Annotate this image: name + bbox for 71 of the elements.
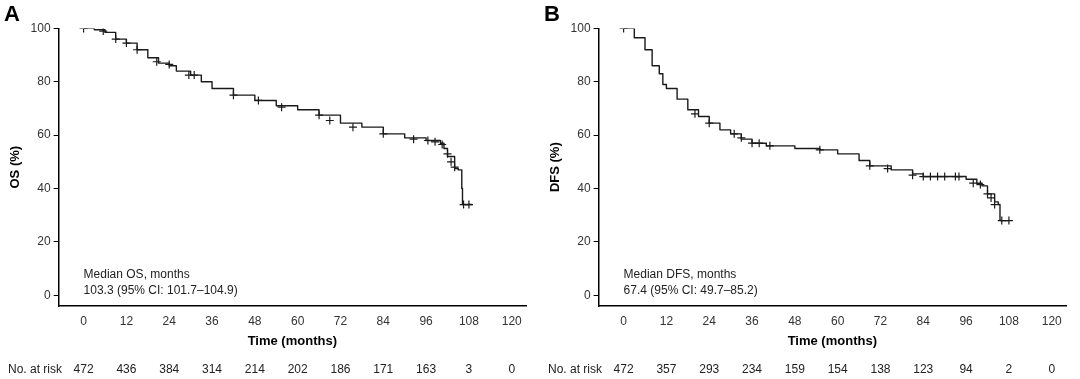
text: 138 (870, 362, 891, 376)
text: 0 (508, 362, 516, 376)
text: 314 (202, 362, 223, 376)
x-tick-label: 96 (959, 313, 974, 328)
x-tick-label: 72 (333, 313, 348, 328)
y-tick-label: 20 (37, 234, 51, 249)
x-tick-label: 24 (702, 313, 717, 328)
y-tick-label: 80 (37, 74, 51, 89)
text: 384 (159, 362, 180, 376)
x-tick-label: 36 (745, 313, 760, 328)
y-tick-label: 80 (577, 74, 591, 89)
point (430, 137, 440, 147)
x-tick-label: 60 (830, 313, 845, 328)
annotation: 103.3 (95% CI: 101.7–104.9) (83, 283, 238, 297)
x-tick-label: 72 (873, 313, 888, 328)
y-tick-label: 0 (583, 287, 591, 302)
point (348, 122, 358, 132)
y-tick-label: 100 (30, 20, 51, 35)
chart-title: B (544, 1, 560, 27)
x-tick-label: 108 (458, 313, 480, 328)
text: 186 (330, 362, 351, 376)
x-tick-label: 12 (119, 313, 134, 328)
point (98, 28, 108, 36)
text: 202 (287, 362, 308, 376)
text: 163 (416, 362, 437, 376)
annotation: Median OS, months (83, 267, 190, 281)
y-tick-label: 0 (43, 287, 51, 302)
y-tick-label: 60 (577, 127, 591, 142)
x-tick-label: 84 (376, 313, 391, 328)
text: 293 (699, 362, 720, 376)
y-tick-label: 100 (570, 20, 591, 35)
x-tick-label: 48 (248, 313, 262, 328)
text: 171 (373, 362, 394, 376)
x-tick-label: 120 (1041, 313, 1063, 328)
text: No. at risk (548, 362, 604, 376)
x-tick-label: 24 (162, 313, 177, 328)
text: 159 (784, 362, 806, 376)
text: 436 (116, 362, 137, 376)
text: 123 (913, 362, 934, 376)
x-tick-label: 60 (290, 313, 305, 328)
y-tick-label: 20 (577, 234, 591, 249)
text: 0 (1048, 362, 1056, 376)
text: 357 (656, 362, 677, 376)
text: 472 (73, 362, 94, 376)
chart-title: A (4, 1, 20, 27)
text: No. at risk (8, 362, 64, 376)
y-axis-title: OS (%) (7, 145, 23, 189)
x-tick-label: 96 (419, 313, 434, 328)
text: 214 (244, 362, 266, 376)
x-tick-label: 12 (659, 313, 674, 328)
x-tick-label: 108 (998, 313, 1020, 328)
x-tick-label: 48 (788, 313, 802, 328)
text: 2 (1005, 362, 1013, 376)
text: 94 (959, 362, 974, 376)
x-axis-title: Time (months) (247, 332, 337, 348)
x-tick-label: 120 (501, 313, 523, 328)
text: 154 (827, 362, 848, 376)
annotation: 67.4 (95% CI: 49.7–85.2) (623, 283, 758, 297)
x-tick-label: 0 (80, 313, 88, 328)
y-tick-label: 60 (37, 127, 51, 142)
text: 472 (613, 362, 634, 376)
y-tick-label: 40 (577, 180, 591, 195)
x-tick-label: 84 (916, 313, 931, 328)
y-tick-label: 40 (37, 180, 51, 195)
text: 234 (742, 362, 763, 376)
text: 3 (465, 362, 473, 376)
x-tick-label: 36 (205, 313, 220, 328)
x-axis-title: Time (months) (787, 332, 877, 348)
y-axis-title: DFS (%) (547, 142, 563, 193)
x-tick-label: 0 (620, 313, 628, 328)
annotation: Median DFS, months (623, 267, 737, 281)
